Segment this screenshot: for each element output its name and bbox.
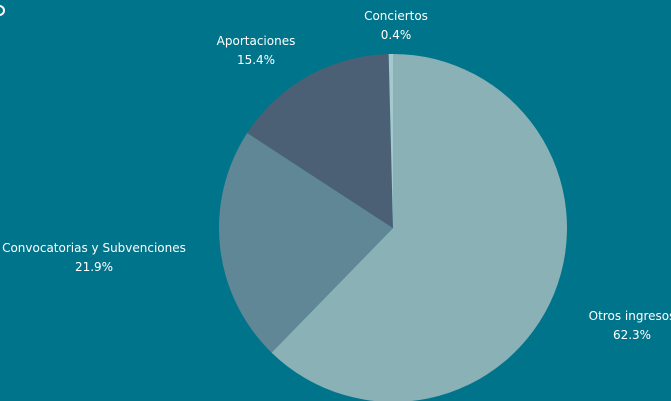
pie-slice-aportaciones[interactable] [247,54,393,228]
slice-label-percent: 62.3% [613,328,651,342]
pie-slice-conciertos[interactable] [388,53,393,228]
slice-label-name: Convocatorias y Subvenciones [2,241,186,255]
pie-slice-otros-ingresos[interactable] [271,54,567,401]
pie-slices [219,53,567,401]
slice-label-name: Conciertos [364,9,428,23]
pie-slice-convocatorias-y-subvenciones[interactable] [219,132,393,353]
slice-label-percent: 21.9% [75,260,113,274]
slice-label-name: Otros ingresos [589,309,671,323]
slice-label-name: Aportaciones [217,34,296,48]
partial-circle-icon [0,5,5,16]
slice-label-percent: 15.4% [237,53,275,67]
slice-label-percent: 0.4% [381,28,412,42]
pie-labels: Otros ingresos 62.3% Convocatorias y Subve… [2,9,671,342]
